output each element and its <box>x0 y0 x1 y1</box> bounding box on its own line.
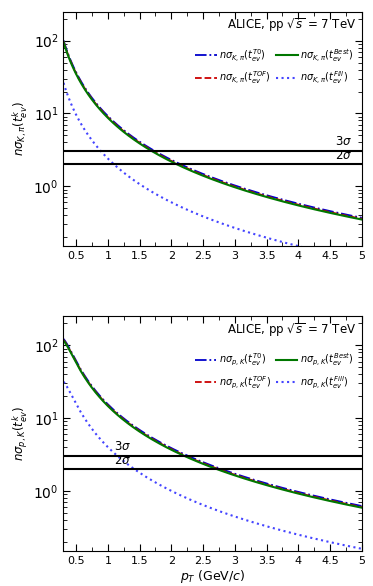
Line: $n\sigma_{K,\pi}(t^{TOF}_{ev})$: $n\sigma_{K,\pi}(t^{TOF}_{ev})$ <box>63 42 362 219</box>
$n\sigma_{p,K}(t^{T0}_{ev})$ <box>294 488 298 495</box>
$n\sigma_{p,K}(t^{TOF}_{ev})$ <box>360 503 364 510</box>
$n\sigma_{p,K}(t^{Fill}_{ev})$ <box>193 498 197 505</box>
$n\sigma_{K,\pi}(t^{Fill}_{ev})$ <box>92 139 96 146</box>
Legend: $n\sigma_{K,\pi}(t^{T0}_{ev})$, $n\sigma_{K,\pi}(t^{TOF}_{ev})$, $n\sigma_{K,\pi: $n\sigma_{K,\pi}(t^{T0}_{ev})$, $n\sigma… <box>195 47 354 87</box>
Line: $n\sigma_{K,\pi}(t^{Best}_{ev})$: $n\sigma_{K,\pi}(t^{Best}_{ev})$ <box>63 42 362 220</box>
$n\sigma_{p,K}(t^{T0}_{ev})$ <box>360 502 364 509</box>
$n\sigma_{p,K}(t^{Fill}_{ev})$ <box>61 378 66 385</box>
$n\sigma_{p,K}(t^{TOF}_{ev})$ <box>294 489 298 496</box>
$n\sigma_{p,K}(t^{TOF}_{ev})$ <box>299 490 304 498</box>
$n\sigma_{p,K}(t^{Best}_{ev})$ <box>193 457 197 464</box>
$n\sigma_{K,\pi}(t^{Best}_{ev})$ <box>299 203 304 210</box>
$n\sigma_{p,K}(t^{Best}_{ev})$ <box>182 452 186 459</box>
$n\sigma_{p,K}(t^{T0}_{ev})$ <box>92 385 96 392</box>
$n\sigma_{K,\pi}(t^{Fill}_{ev})$ <box>193 210 197 217</box>
$n\sigma_{p,K}(t^{Best}_{ev})$ <box>294 489 298 496</box>
$n\sigma_{p,K}(t^{TOF}_{ev})$ <box>266 482 270 489</box>
Y-axis label: $n\sigma_{p,K}(t^k_{ev})$: $n\sigma_{p,K}(t^k_{ev})$ <box>10 406 31 461</box>
$n\sigma_{K,\pi}(t^{Fill}_{ev})$ <box>360 257 364 264</box>
$n\sigma_{K,\pi}(t^{Best}_{ev})$ <box>193 169 197 176</box>
$n\sigma_{K,\pi}(t^{Best}_{ev})$ <box>61 39 66 46</box>
$n\sigma_{K,\pi}(t^{Best}_{ev})$ <box>294 202 298 209</box>
$n\sigma_{K,\pi}(t^{TOF}_{ev})$ <box>193 168 197 175</box>
X-axis label: $p_T$ (GeV/$c$): $p_T$ (GeV/$c$) <box>180 568 245 585</box>
Line: $n\sigma_{K,\pi}(t^{T0}_{ev})$: $n\sigma_{K,\pi}(t^{T0}_{ev})$ <box>63 40 362 218</box>
Line: $n\sigma_{p,K}(t^{Fill}_{ev})$: $n\sigma_{p,K}(t^{Fill}_{ev})$ <box>63 381 362 549</box>
$n\sigma_{p,K}(t^{Best}_{ev})$ <box>266 482 270 489</box>
$n\sigma_{K,\pi}(t^{T0}_{ev})$ <box>299 201 304 208</box>
$n\sigma_{K,\pi}(t^{Fill}_{ev})$ <box>61 79 66 86</box>
Text: $2\sigma$: $2\sigma$ <box>114 454 131 466</box>
$n\sigma_{K,\pi}(t^{TOF}_{ev})$ <box>92 98 96 105</box>
Text: $3\sigma$: $3\sigma$ <box>335 135 352 148</box>
$n\sigma_{K,\pi}(t^{TOF}_{ev})$ <box>360 215 364 222</box>
Legend: $n\sigma_{p,K}(t^{T0}_{ev})$, $n\sigma_{p,K}(t^{TOF}_{ev})$, $n\sigma_{p,K}(t^{B: $n\sigma_{p,K}(t^{T0}_{ev})$, $n\sigma_{… <box>195 352 354 391</box>
$n\sigma_{K,\pi}(t^{Best}_{ev})$ <box>182 164 186 171</box>
Line: $n\sigma_{p,K}(t^{T0}_{ev})$: $n\sigma_{p,K}(t^{T0}_{ev})$ <box>63 339 362 506</box>
$n\sigma_{K,\pi}(t^{TOF}_{ev})$ <box>294 200 298 207</box>
$n\sigma_{p,K}(t^{Fill}_{ev})$ <box>294 531 298 538</box>
$n\sigma_{p,K}(t^{T0}_{ev})$ <box>299 489 304 496</box>
$n\sigma_{K,\pi}(t^{Fill}_{ev})$ <box>182 205 186 212</box>
Text: ALICE, pp $\sqrt{s}$ = 7 TeV: ALICE, pp $\sqrt{s}$ = 7 TeV <box>227 16 356 34</box>
$n\sigma_{p,K}(t^{TOF}_{ev})$ <box>92 386 96 393</box>
$n\sigma_{p,K}(t^{Best}_{ev})$ <box>360 504 364 511</box>
$n\sigma_{p,K}(t^{TOF}_{ev})$ <box>193 456 197 464</box>
$n\sigma_{K,\pi}(t^{T0}_{ev})$ <box>193 167 197 174</box>
$n\sigma_{K,\pi}(t^{T0}_{ev})$ <box>266 192 270 199</box>
Text: ALICE, pp $\sqrt{s}$ = 7 TeV: ALICE, pp $\sqrt{s}$ = 7 TeV <box>227 321 356 339</box>
$n\sigma_{p,K}(t^{TOF}_{ev})$ <box>182 452 186 459</box>
$n\sigma_{K,\pi}(t^{Best}_{ev})$ <box>266 194 270 201</box>
Line: $n\sigma_{p,K}(t^{Best}_{ev})$: $n\sigma_{p,K}(t^{Best}_{ev})$ <box>63 340 362 507</box>
$n\sigma_{p,K}(t^{Best}_{ev})$ <box>92 387 96 394</box>
$n\sigma_{K,\pi}(t^{Best}_{ev})$ <box>360 216 364 223</box>
$n\sigma_{K,\pi}(t^{Fill}_{ev})$ <box>266 234 270 241</box>
$n\sigma_{p,K}(t^{T0}_{ev})$ <box>266 481 270 488</box>
$n\sigma_{p,K}(t^{Fill}_{ev})$ <box>182 493 186 500</box>
$n\sigma_{K,\pi}(t^{TOF}_{ev})$ <box>266 193 270 200</box>
$n\sigma_{p,K}(t^{T0}_{ev})$ <box>182 451 186 458</box>
$n\sigma_{K,\pi}(t^{TOF}_{ev})$ <box>182 163 186 171</box>
$n\sigma_{K,\pi}(t^{T0}_{ev})$ <box>182 162 186 169</box>
$n\sigma_{K,\pi}(t^{Best}_{ev})$ <box>92 99 96 106</box>
$n\sigma_{K,\pi}(t^{Fill}_{ev})$ <box>299 243 304 250</box>
$n\sigma_{p,K}(t^{T0}_{ev})$ <box>61 335 66 342</box>
$n\sigma_{K,\pi}(t^{TOF}_{ev})$ <box>61 38 66 45</box>
$n\sigma_{K,\pi}(t^{T0}_{ev})$ <box>360 214 364 222</box>
$n\sigma_{p,K}(t^{Fill}_{ev})$ <box>299 532 304 539</box>
Text: $2\sigma$: $2\sigma$ <box>335 149 352 162</box>
$n\sigma_{p,K}(t^{T0}_{ev})$ <box>193 455 197 462</box>
$n\sigma_{p,K}(t^{Fill}_{ev})$ <box>92 428 96 435</box>
Line: $n\sigma_{p,K}(t^{TOF}_{ev})$: $n\sigma_{p,K}(t^{TOF}_{ev})$ <box>63 340 362 507</box>
$n\sigma_{p,K}(t^{Fill}_{ev})$ <box>266 523 270 530</box>
$n\sigma_{p,K}(t^{TOF}_{ev})$ <box>61 336 66 343</box>
Text: $3\sigma$: $3\sigma$ <box>114 440 131 453</box>
Line: $n\sigma_{K,\pi}(t^{Fill}_{ev})$: $n\sigma_{K,\pi}(t^{Fill}_{ev})$ <box>63 83 362 260</box>
$n\sigma_{K,\pi}(t^{T0}_{ev})$ <box>61 37 66 44</box>
$n\sigma_{K,\pi}(t^{Fill}_{ev})$ <box>294 242 298 249</box>
$n\sigma_{p,K}(t^{Best}_{ev})$ <box>299 491 304 498</box>
$n\sigma_{K,\pi}(t^{T0}_{ev})$ <box>92 97 96 104</box>
$n\sigma_{K,\pi}(t^{T0}_{ev})$ <box>294 200 298 207</box>
Y-axis label: $n\sigma_{K,\pi}(t^k_{ev})$: $n\sigma_{K,\pi}(t^k_{ev})$ <box>11 101 31 156</box>
$n\sigma_{K,\pi}(t^{TOF}_{ev})$ <box>299 202 304 209</box>
$n\sigma_{p,K}(t^{Best}_{ev})$ <box>61 337 66 344</box>
$n\sigma_{p,K}(t^{Fill}_{ev})$ <box>360 546 364 553</box>
